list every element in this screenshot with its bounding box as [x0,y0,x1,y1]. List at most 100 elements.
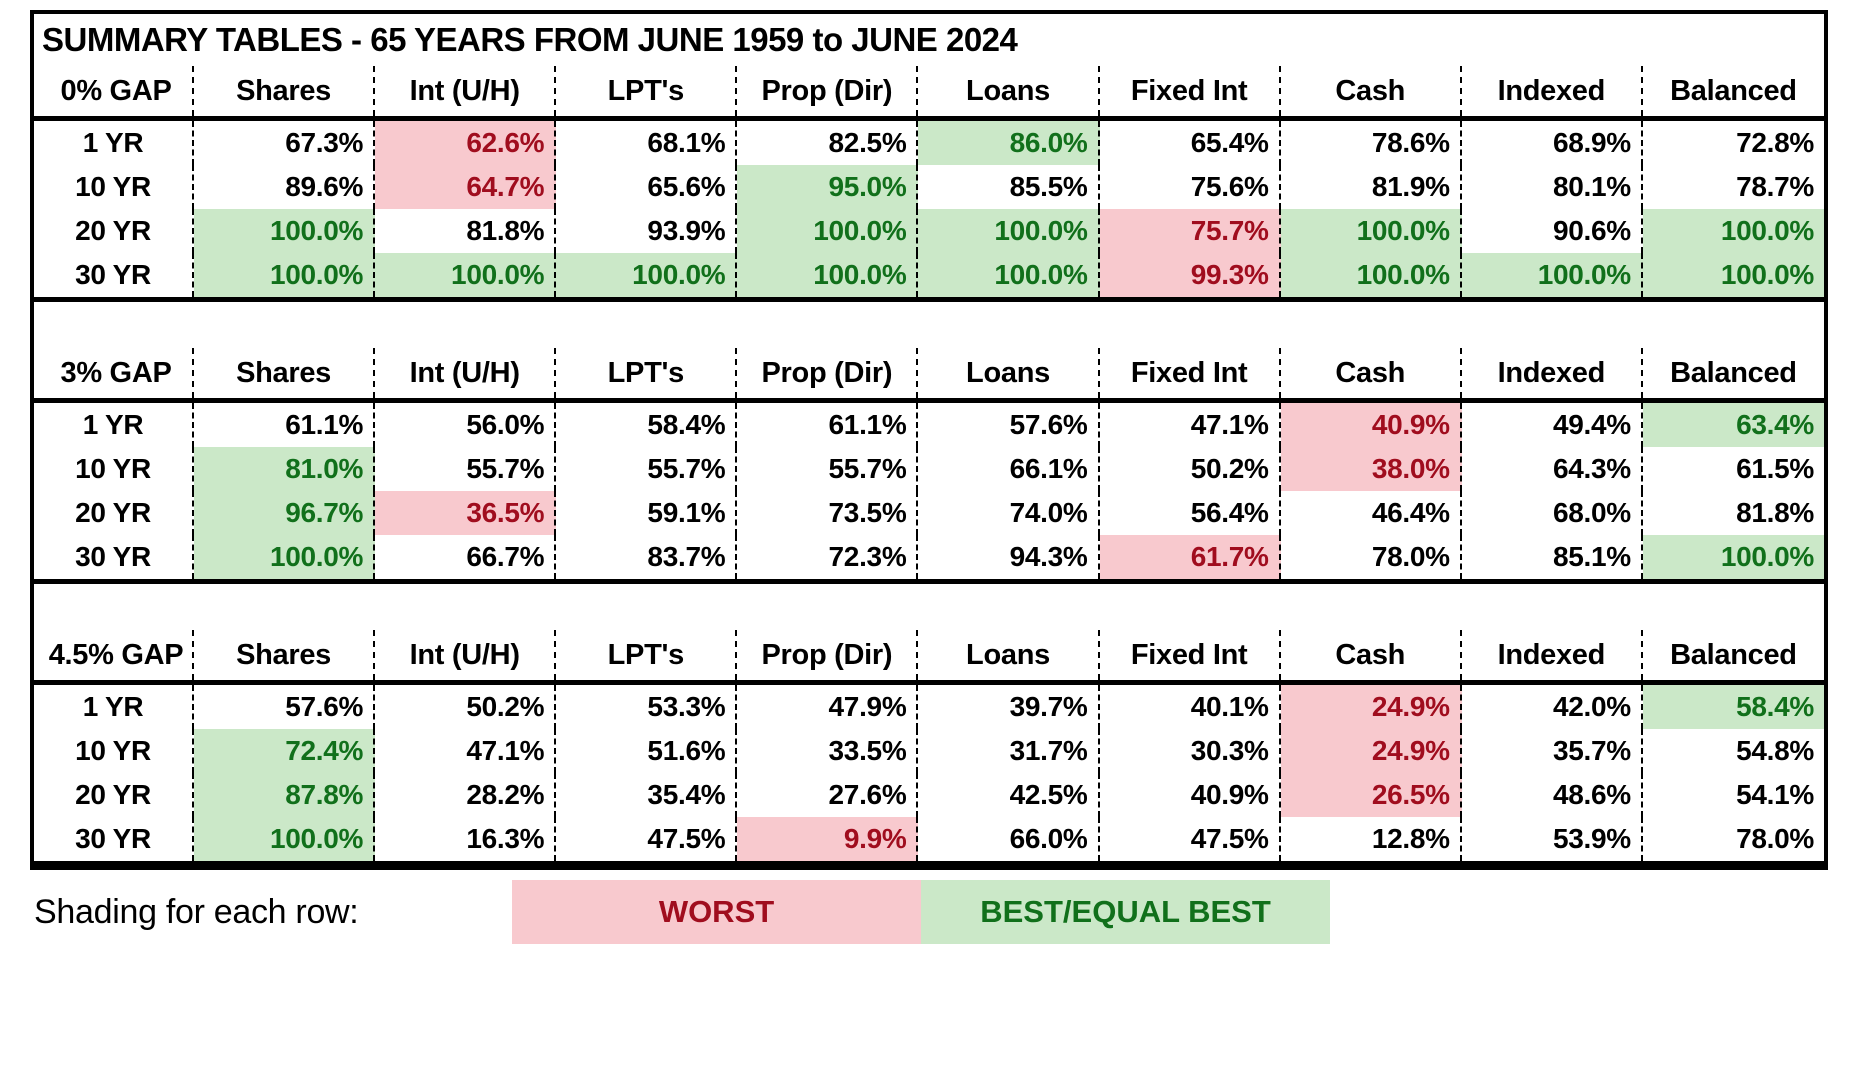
value-cell: 30.3% [1100,729,1281,773]
value-cell: 81.9% [1281,165,1462,209]
header-row: 4.5% GAP Shares Int (U/H) LPT's Prop (Dir) Lo… [34,630,1824,685]
value-cell: 99.3% [1099,253,1281,297]
value-cell: 61.1% [194,403,376,447]
value-cell: 9.9% [737,817,919,861]
column-header: Int (U/H) [375,66,557,116]
column-header: LPT's [556,348,738,398]
value-cell: 64.3% [1462,447,1643,491]
column-header: Int (U/H) [375,348,557,398]
value-cell: 100.0% [556,253,738,297]
column-header: Int (U/H) [375,630,557,680]
gap-table-0gap: 0% GAP Shares Int (U/H) LPT's Prop (Dir) Loan… [34,66,1824,302]
value-cell: 36.5% [375,491,557,535]
value-cell: 26.5% [1280,773,1462,817]
legend-worst-box: WORST [512,880,921,944]
value-cell: 72.8% [1736,127,1814,158]
value-cell: 100.0% [375,253,557,297]
value-cell: 63.4% [1642,403,1824,447]
column-header: LPT's [556,630,738,680]
gap-label: 3% GAP [34,348,194,398]
value-cell: 47.5% [1100,817,1281,861]
shading-legend: Shading for each row: WORST BEST/EQUAL B… [34,880,1330,944]
value-cell: 62.6% [375,121,557,165]
value-cell: 65.4% [1100,121,1281,165]
value-cell: 81.0% [194,447,376,491]
row-label: 30 YR [34,535,194,579]
table-spacer [34,584,1824,630]
value-cell: 75.6% [1100,165,1281,209]
value-cell: 58.4% [556,403,738,447]
value-cell: 40.9% [1100,773,1281,817]
value-cell: 65.6% [556,165,738,209]
column-header: Balanced [1670,74,1797,107]
value-cell: 94.3% [918,535,1100,579]
value-cell: 39.7% [918,685,1100,729]
value-cell: 61.5% [1736,453,1814,484]
value-cell: 35.4% [556,773,738,817]
row-label: 1 YR [34,121,194,165]
value-cell: 16.3% [375,817,557,861]
value-cell: 100.0% [737,209,919,253]
table-row: 30 YR 100.0% 66.7% 83.7% 72.3% 94.3% 61.7% 78.0… [34,535,1824,579]
value-cell: 42.5% [918,773,1100,817]
value-cell: 100.0% [194,209,376,253]
value-cell: 56.0% [375,403,557,447]
value-cell: 100.0% [194,253,376,297]
value-cell: 57.6% [194,685,376,729]
value-cell: 100.0% [194,817,376,861]
value-cell: 57.6% [918,403,1100,447]
value-cell: 87.8% [194,773,376,817]
value-cell: 100.0% [1280,209,1462,253]
column-header: Cash [1281,66,1462,116]
table-row: 20 YR 87.8% 28.2% 35.4% 27.6% 42.5% 40.9% 26.5%… [34,773,1824,817]
legend-best-text: BEST/EQUAL BEST [980,894,1271,929]
value-cell: 46.4% [1281,491,1462,535]
column-header: Prop (Dir) [737,348,919,398]
value-cell: 80.1% [1462,165,1643,209]
value-cell: 100.0% [1280,253,1462,297]
value-cell: 100.0% [1642,253,1824,297]
summary-table: SUMMARY TABLES - 65 YEARS FROM JUNE 1959… [30,10,1828,870]
value-cell: 68.0% [1462,491,1643,535]
table-row: 1 YR 67.3% 62.6% 68.1% 82.5% 86.0% 65.4% 78.6% 6… [34,121,1824,165]
value-cell: 33.5% [737,729,919,773]
value-cell: 50.2% [1100,447,1281,491]
gap-table-3gap: 3% GAP Shares Int (U/H) LPT's Prop (Dir) Loan… [34,348,1824,584]
column-header: LPT's [556,66,738,116]
value-cell: 40.1% [1100,685,1281,729]
value-cell: 58.4% [1642,685,1824,729]
value-cell: 53.9% [1462,817,1643,861]
column-header: Indexed [1462,630,1643,680]
value-cell: 72.4% [194,729,376,773]
value-cell: 73.5% [737,491,919,535]
row-label: 1 YR [34,685,194,729]
table-row: 30 YR 100.0% 100.0% 100.0% 100.0% 100.0% 99.3%… [34,253,1824,297]
value-cell: 67.3% [194,121,376,165]
legend-label: Shading for each row: [34,892,359,931]
column-header: Loans [918,630,1100,680]
value-cell: 78.0% [1736,823,1814,854]
column-header: Fixed Int [1100,348,1281,398]
table-row: 10 YR 81.0% 55.7% 55.7% 55.7% 66.1% 50.2% 38.0%… [34,447,1824,491]
value-cell: 75.7% [1099,209,1281,253]
value-cell: 78.0% [1281,535,1462,579]
value-cell: 47.1% [375,729,557,773]
gap-label: 4.5% GAP [34,630,194,680]
value-cell: 100.0% [918,209,1100,253]
value-cell: 95.0% [737,165,919,209]
value-cell: 85.5% [918,165,1100,209]
value-cell: 96.7% [194,491,376,535]
column-header: Shares [194,630,376,680]
value-cell: 48.6% [1462,773,1643,817]
value-cell: 100.0% [1461,253,1643,297]
value-cell: 83.7% [556,535,738,579]
column-header: Prop (Dir) [737,630,919,680]
table-row: 1 YR 57.6% 50.2% 53.3% 47.9% 39.7% 40.1% 24.9% 4… [34,685,1824,729]
row-label: 10 YR [34,165,194,209]
value-cell: 66.1% [918,447,1100,491]
value-cell: 72.3% [737,535,919,579]
value-cell: 93.9% [556,209,738,253]
row-label: 30 YR [34,253,194,297]
row-label: 10 YR [34,729,194,773]
row-label: 30 YR [34,817,194,861]
